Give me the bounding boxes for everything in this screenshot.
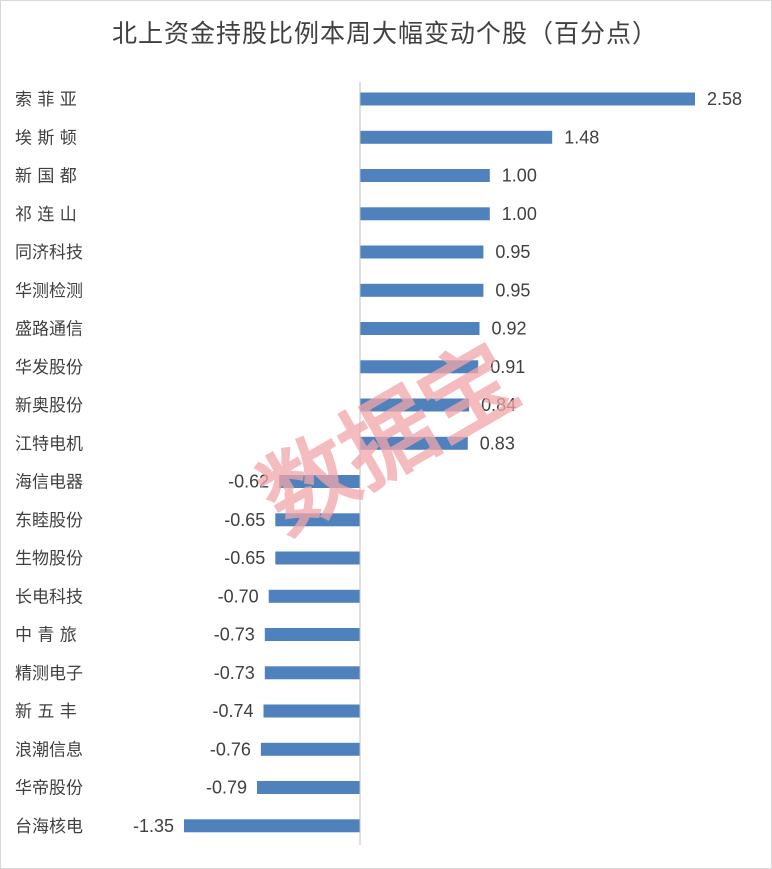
category-label: 东睦股份 [15,511,83,531]
bar [260,742,360,756]
bar [275,513,360,527]
data-label: 0.92 [492,319,527,339]
bar [184,819,360,833]
category-label: 生物股份 [15,549,83,569]
data-label: 1.00 [502,204,537,224]
data-label: -0.76 [210,739,251,759]
data-label: -0.65 [224,510,265,530]
category-label: 精测电子 [15,664,83,684]
category-label: 海信电器 [15,473,83,493]
watermark: 数据宝 [243,323,536,554]
category-label: 中 青 旅 [15,626,77,646]
bar [263,704,360,718]
category-label: 索 菲 亚 [15,90,77,110]
data-label: -0.73 [214,625,255,645]
category-label: 祁 连 山 [15,205,77,225]
bar [360,245,484,259]
data-label: -0.62 [228,472,269,492]
category-label: 新奥股份 [15,396,83,416]
bar [360,322,480,335]
category-label: 新 国 都 [15,167,77,187]
category-label: 华测检测 [15,281,83,301]
category-label: 华发股份 [15,358,83,378]
bar [279,475,360,488]
data-label: -0.73 [214,663,255,683]
data-label: 0.84 [481,395,516,415]
bar [360,283,484,297]
data-label: -0.65 [224,548,265,568]
category-label: 埃 斯 顿 [15,128,77,148]
category-label: 长电科技 [15,587,83,607]
bar [264,628,360,641]
data-label: -1.35 [133,816,174,836]
data-label: 2.58 [707,89,742,109]
data-label: 1.00 [502,166,537,186]
data-label: 0.83 [480,433,515,453]
data-label: 0.95 [495,280,530,300]
category-label: 浪潮信息 [15,740,83,760]
bar [360,360,479,374]
bar [264,666,360,680]
data-label: 1.48 [564,127,599,147]
data-label: -0.70 [218,586,259,606]
chart-title: 北上资金持股比例本周大幅变动个股（百分点） [111,19,658,48]
data-label: 0.95 [495,242,530,262]
category-label: 盛路通信 [15,320,83,340]
bar [360,92,695,106]
bar [268,589,360,603]
bar [275,551,360,565]
data-label: -0.79 [206,778,247,798]
category-label: 新 五 丰 [15,702,77,722]
category-label: 同济科技 [15,243,83,263]
bar [360,436,468,450]
bar [360,169,490,182]
data-label: -0.74 [212,701,253,721]
category-label: 华帝股份 [15,779,83,799]
data-label: 0.91 [490,357,525,377]
bar [360,398,470,412]
bar [360,207,490,221]
bar [257,781,360,794]
category-label: 江特电机 [15,434,83,454]
bar [360,130,553,144]
category-label: 台海核电 [15,817,83,837]
